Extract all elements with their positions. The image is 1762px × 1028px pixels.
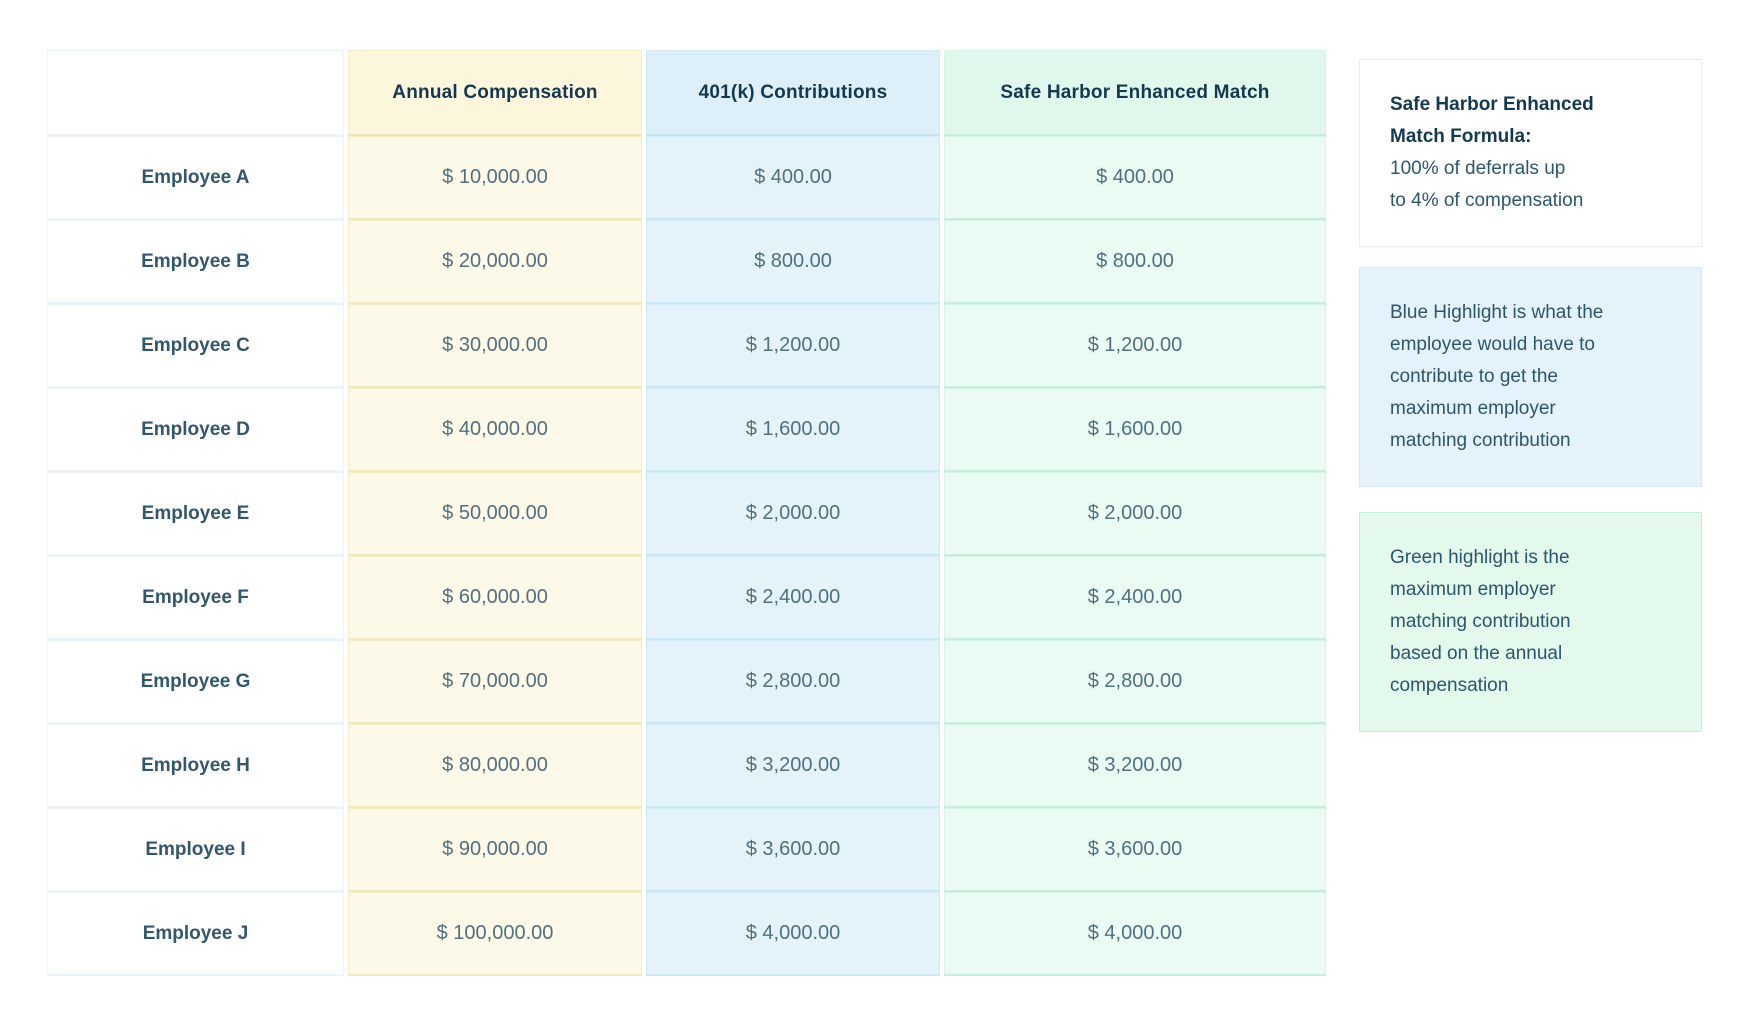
contributions-cell: $ 400.00 (646, 136, 940, 220)
compensation-cell: $ 70,000.00 (348, 640, 642, 724)
employee-name-cell: Employee F (47, 556, 344, 640)
header-annual-compensation: Annual Compensation (348, 50, 642, 136)
green-note-body: Green highlight is the maximum employer … (1390, 547, 1571, 696)
employee-name-cell: Employee C (47, 304, 344, 388)
contributions-cell: $ 800.00 (646, 220, 940, 304)
match-cell: $ 4,000.00 (944, 892, 1326, 976)
compensation-table: Annual Compensation 401(k) Contributions… (43, 50, 1330, 976)
match-cell: $ 400.00 (944, 136, 1326, 220)
contributions-cell: $ 2,000.00 (646, 472, 940, 556)
employee-name-cell: Employee I (47, 808, 344, 892)
table-header-row: Annual Compensation 401(k) Contributions… (47, 50, 1326, 136)
employee-name-cell: Employee D (47, 388, 344, 472)
green-note-card: Green highlight is the maximum employer … (1359, 512, 1702, 732)
contributions-cell: $ 1,600.00 (646, 388, 940, 472)
header-401k-contributions: 401(k) Contributions (646, 50, 940, 136)
compensation-cell: $ 80,000.00 (348, 724, 642, 808)
match-cell: $ 1,600.00 (944, 388, 1326, 472)
compensation-cell: $ 50,000.00 (348, 472, 642, 556)
match-cell: $ 3,600.00 (944, 808, 1326, 892)
formula-note-title: Safe Harbor Enhanced Match Formula: (1390, 94, 1594, 147)
employee-name-cell: Employee J (47, 892, 344, 976)
employee-name-cell: Employee A (47, 136, 344, 220)
contributions-cell: $ 3,200.00 (646, 724, 940, 808)
match-cell: $ 2,400.00 (944, 556, 1326, 640)
blue-note-body: Blue Highlight is what the employee woul… (1390, 302, 1604, 451)
table-row: Employee F $ 60,000.00 $ 2,400.00 $ 2,400.0… (47, 556, 1326, 640)
contributions-cell: $ 2,400.00 (646, 556, 940, 640)
compensation-cell: $ 90,000.00 (348, 808, 642, 892)
compensation-cell: $ 30,000.00 (348, 304, 642, 388)
table-row: Employee J $ 100,000.00 $ 4,000.00 $ 4,000.… (47, 892, 1326, 976)
compensation-cell: $ 10,000.00 (348, 136, 642, 220)
header-employee-blank (47, 50, 344, 136)
compensation-cell: $ 40,000.00 (348, 388, 642, 472)
match-cell: $ 3,200.00 (944, 724, 1326, 808)
formula-note-body: 100% of deferrals up to 4% of compensati… (1390, 158, 1584, 211)
match-cell: $ 800.00 (944, 220, 1326, 304)
compensation-cell: $ 60,000.00 (348, 556, 642, 640)
match-cell: $ 2,000.00 (944, 472, 1326, 556)
match-cell: $ 2,800.00 (944, 640, 1326, 724)
table-row: Employee D $ 40,000.00 $ 1,600.00 $ 1,600.0… (47, 388, 1326, 472)
employee-name-cell: Employee B (47, 220, 344, 304)
notes-panel: Safe Harbor Enhanced Match Formula: 100%… (1359, 59, 1702, 732)
compensation-cell: $ 20,000.00 (348, 220, 642, 304)
table-row: Employee G $ 70,000.00 $ 2,800.00 $ 2,800.0… (47, 640, 1326, 724)
contributions-cell: $ 4,000.00 (646, 892, 940, 976)
contributions-cell: $ 3,600.00 (646, 808, 940, 892)
table-row: Employee E $ 50,000.00 $ 2,000.00 $ 2,000.0… (47, 472, 1326, 556)
compensation-cell: $ 100,000.00 (348, 892, 642, 976)
table-row: Employee I $ 90,000.00 $ 3,600.00 $ 3,600.0… (47, 808, 1326, 892)
table-row: Employee B $ 20,000.00 $ 800.00 $ 800.00 (47, 220, 1326, 304)
table-row: Employee C $ 30,000.00 $ 1,200.00 $ 1,200.0… (47, 304, 1326, 388)
formula-note-card: Safe Harbor Enhanced Match Formula: 100%… (1359, 59, 1702, 247)
employee-name-cell: Employee E (47, 472, 344, 556)
match-cell: $ 1,200.00 (944, 304, 1326, 388)
header-safe-harbor-match: Safe Harbor Enhanced Match (944, 50, 1326, 136)
employee-name-cell: Employee G (47, 640, 344, 724)
table-row: Employee A $ 10,000.00 $ 400.00 $ 400.00 (47, 136, 1326, 220)
employee-name-cell: Employee H (47, 724, 344, 808)
contributions-cell: $ 2,800.00 (646, 640, 940, 724)
table-row: Employee H $ 80,000.00 $ 3,200.00 $ 3,200.0… (47, 724, 1326, 808)
blue-note-card: Blue Highlight is what the employee woul… (1359, 267, 1702, 487)
contributions-cell: $ 1,200.00 (646, 304, 940, 388)
